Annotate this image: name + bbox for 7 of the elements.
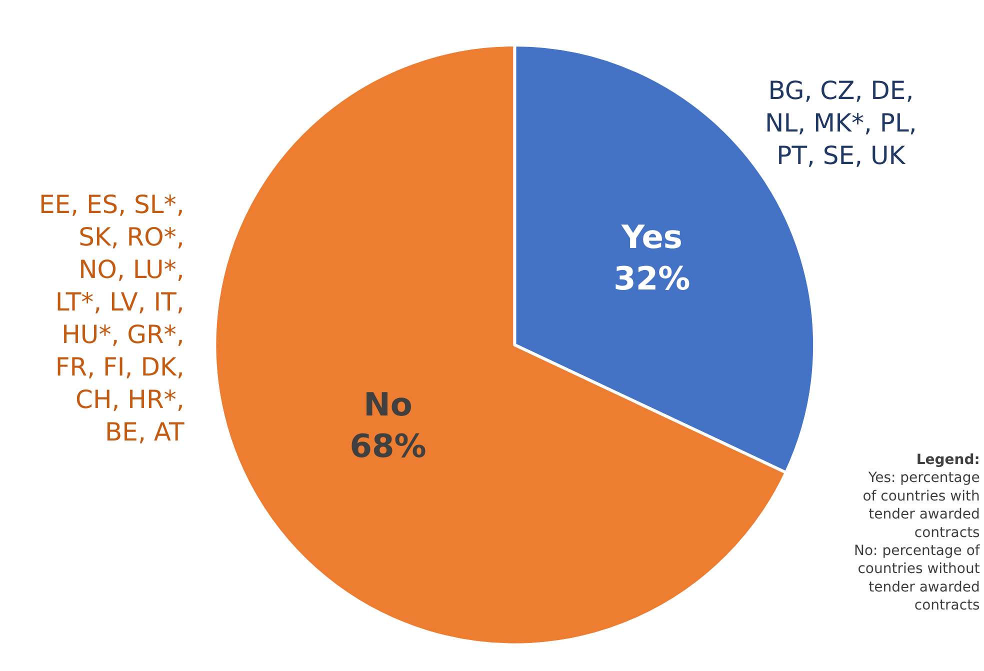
text: EE, ES, SL*, SK, RO*, NO, LU*, LT*, LV, IT, HU*, GR*, FR, FI, DK, CH, HR*, BE, AT	[39, 190, 186, 446]
slice-label: No	[364, 385, 412, 424]
text: BG, CZ, DE, NL, MK*, PL, PT, SE, UK	[765, 76, 917, 170]
data-label: 32%	[614, 260, 690, 298]
data-label: 68%	[350, 427, 426, 466]
slice-label: Yes	[620, 218, 682, 256]
text: Legend: Yes: percentage of countries with tender awarded contracts No: percentage of countries without tender awarded contracts	[854, 452, 980, 614]
